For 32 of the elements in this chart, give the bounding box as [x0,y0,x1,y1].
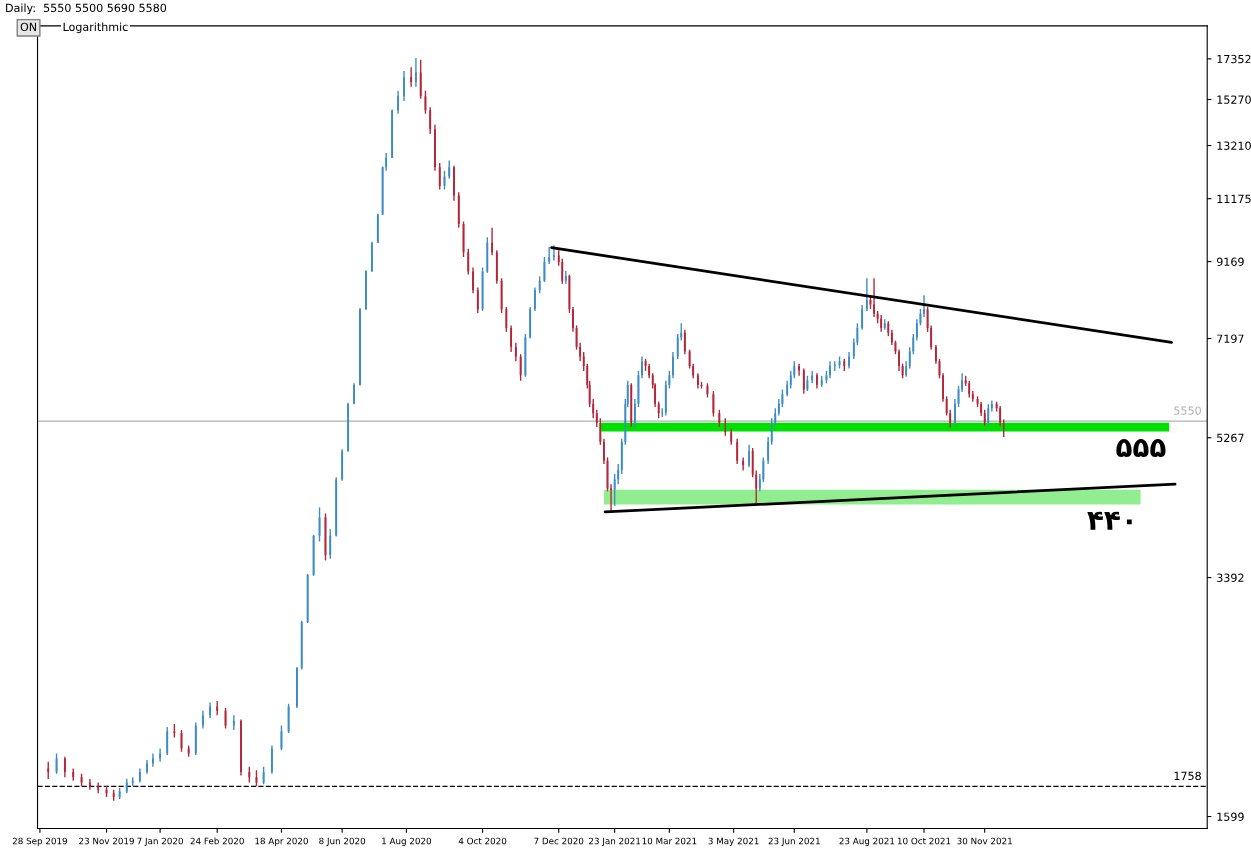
annotation: ۴۴۰ [1087,511,1132,530]
ref-line-label: 5550 [1174,406,1201,415]
y-tick-label: 3392 [1217,573,1244,582]
chart-subtitle: Logarithmic [63,22,128,34]
x-tick-label: 18 Apr 2020 [255,837,308,846]
x-tick-label: 8 Jun 2020 [319,837,366,846]
ref-line-label: 1758 [1174,771,1201,781]
x-tick-label: 23 Nov 2019 [79,837,134,845]
annotation: ۵۵۵ [1116,439,1166,458]
x-tick-label: 10 Mar 2021 [642,837,697,845]
y-tick-label: 9169 [1216,257,1244,266]
y-tick-label: 5267 [1217,433,1244,443]
x-tick-label: 1 Aug 2020 [382,837,432,846]
x-tick-label: 30 Nov 2021 [957,837,1012,845]
x-tick-label: 23 Jun 2021 [768,837,820,846]
y-tick-label: 7197 [1217,334,1244,343]
y-tick-label: 15270 [1217,95,1251,104]
y-tick-label: 11175 [1217,194,1251,204]
chart-title: Daily: 5550 5500 5690 5580 [6,3,167,15]
y-tick-label: 13210 [1217,141,1251,150]
x-tick-label: 10 Oct 2021 [897,837,951,845]
x-tick-label: 23 Jan 2021 [589,837,641,846]
x-tick-label: 28 Sep 2019 [12,837,68,846]
x-tick-label: 24 Feb 2020 [190,837,244,845]
x-tick-label: 7 Dec 2020 [534,837,584,845]
y-tick-label: 17352 [1217,54,1251,64]
x-tick-label: 7 Jan 2020 [137,837,183,846]
y-tick-label: 1599 [1217,812,1244,821]
x-tick-label: 4 Oct 2020 [458,837,507,845]
text: ON [20,22,36,32]
x-tick-label: 23 Aug 2021 [839,837,895,846]
x-tick-label: 3 May 2021 [708,837,759,846]
